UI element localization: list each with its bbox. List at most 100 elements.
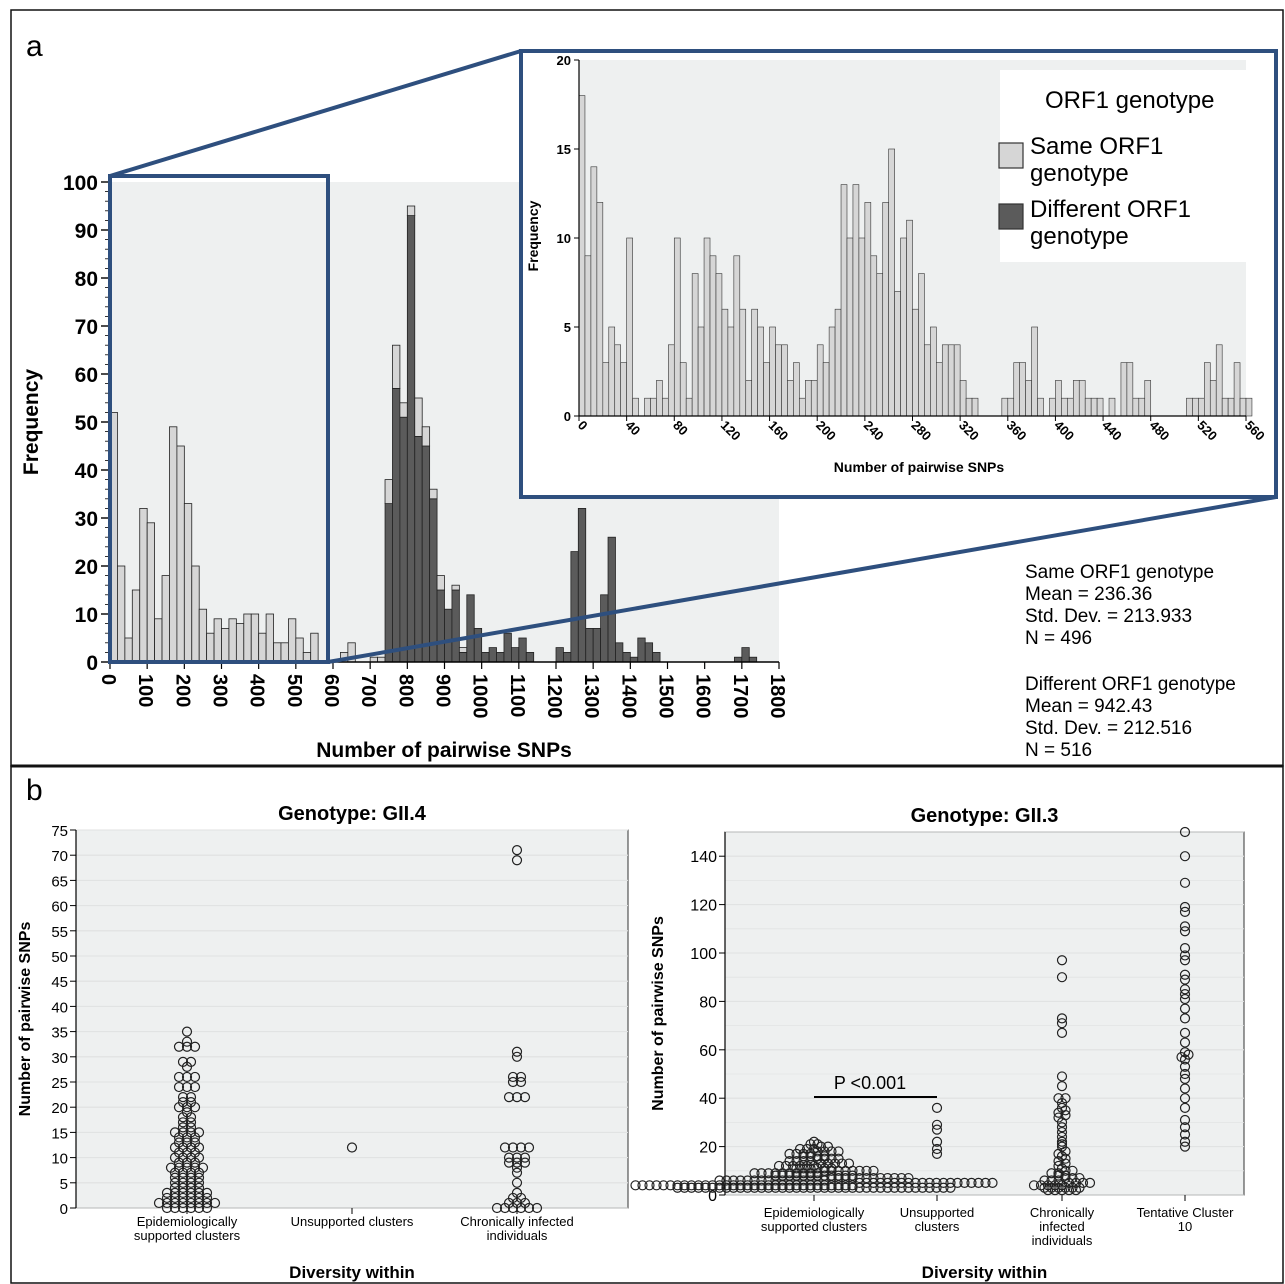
inset-bar-same: [1239, 397, 1247, 417]
data-point: [833, 1182, 844, 1193]
bar-same: [310, 632, 319, 663]
bar-same: [429, 488, 438, 500]
inset-bar-same: [1215, 344, 1223, 417]
data-point: [193, 1172, 205, 1183]
data-point: [756, 1182, 767, 1193]
inset-bar-same: [1227, 397, 1235, 417]
inset-bar-same: [1138, 397, 1146, 417]
dotplot-y-tick-label: 60: [51, 899, 68, 916]
dotplot-title: Genotype: GII.3: [911, 805, 1059, 827]
bar-same: [406, 205, 416, 216]
inset-bar-same: [739, 308, 747, 417]
data-point: [491, 1202, 503, 1214]
inset-bar-same: [805, 380, 812, 417]
y-tick-label: 50: [75, 412, 98, 435]
data-point: [177, 1182, 189, 1193]
data-point: [861, 1182, 872, 1193]
data-point: [1179, 1037, 1191, 1048]
data-point: [1179, 969, 1191, 980]
data-point: [763, 1182, 774, 1193]
data-point: [931, 1119, 943, 1130]
dotplot-y-tick-label: 45: [51, 974, 68, 991]
data-point: [798, 1175, 809, 1186]
data-point: [805, 1175, 816, 1186]
bar-different: [577, 507, 587, 663]
inset-bar-same: [1126, 362, 1134, 417]
bar-same: [154, 618, 163, 663]
x-tick-label: 1200: [543, 674, 565, 719]
data-point: [499, 1142, 511, 1153]
data-point: [791, 1175, 802, 1186]
inset-bar-same: [656, 380, 663, 417]
inset-bar-same: [1031, 326, 1038, 417]
x-tick-label: 1700: [729, 674, 751, 719]
bar-different: [585, 628, 594, 663]
data-point: [728, 1180, 739, 1191]
data-point: [1060, 1182, 1071, 1193]
data-point: [185, 1112, 197, 1123]
data-point: [511, 1157, 523, 1168]
data-point: [507, 1071, 519, 1083]
inset-bar-same: [882, 202, 889, 417]
data-point: [931, 1124, 943, 1135]
bar-same: [250, 613, 260, 663]
data-point: [826, 1165, 837, 1176]
data-point: [903, 1177, 914, 1189]
data-point: [945, 1182, 956, 1193]
data-point: [153, 1197, 165, 1209]
data-point: [805, 1182, 816, 1193]
inset-bar-same: [602, 362, 610, 417]
data-point: [1179, 1114, 1191, 1126]
data-point: [805, 1180, 816, 1191]
inset-bar-same: [799, 397, 806, 417]
data-point: [181, 1061, 193, 1072]
dotplot-y-tick-label: 5: [60, 1176, 68, 1193]
data-point: [931, 1177, 942, 1189]
data-point: [1179, 974, 1191, 985]
x-tick-label: 0: [97, 674, 119, 685]
data-point: [177, 1172, 189, 1183]
data-point: [185, 1172, 197, 1183]
x-tick-label: 500: [283, 674, 305, 707]
data-point: [931, 1182, 942, 1193]
inset-bar-same: [644, 397, 651, 417]
bar-different: [607, 536, 616, 663]
bar-same: [287, 618, 297, 663]
data-point: [189, 1041, 201, 1052]
inset-bar-same: [971, 397, 979, 417]
data-point: [854, 1182, 865, 1193]
inset-y-tick-label: 5: [564, 320, 571, 335]
data-point: [833, 1172, 844, 1184]
data-point: [770, 1175, 781, 1186]
data-point: [1074, 1182, 1085, 1193]
data-point: [868, 1182, 879, 1193]
inset-bar-same: [1037, 397, 1044, 417]
inset-bar-same: [1192, 397, 1199, 417]
data-point: [1179, 921, 1191, 932]
data-point: [1179, 1073, 1191, 1084]
data-point: [952, 1177, 963, 1189]
data-point: [798, 1168, 809, 1179]
data-point: [861, 1172, 872, 1184]
data-point: [840, 1170, 851, 1181]
data-point: [1179, 1083, 1191, 1094]
data-point: [1179, 1054, 1191, 1065]
data-point: [875, 1177, 886, 1189]
data-point: [840, 1165, 851, 1176]
data-point: [742, 1182, 753, 1193]
dotplot-y-tick-label: 10: [51, 1151, 68, 1168]
data-point: [1056, 1136, 1068, 1147]
inset-bar-same: [906, 219, 913, 417]
bar-different: [436, 589, 445, 663]
inset-bar-same: [1019, 362, 1026, 417]
data-point: [812, 1175, 823, 1186]
data-point: [812, 1180, 823, 1191]
data-point: [784, 1168, 795, 1179]
bar-same: [399, 402, 408, 418]
data-point: [507, 1076, 519, 1088]
data-point: [931, 1136, 943, 1147]
data-point: [511, 845, 523, 856]
data-point: [826, 1163, 837, 1174]
bar-different: [414, 435, 423, 663]
data-point: [805, 1168, 816, 1179]
